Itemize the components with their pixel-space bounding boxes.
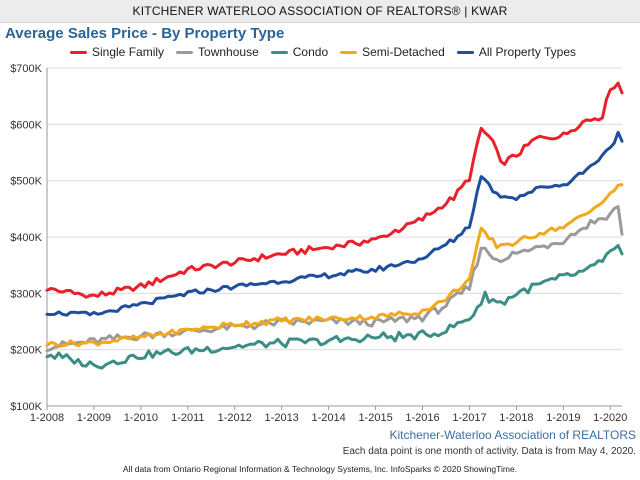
- x-tick-label: 1-2012: [218, 412, 252, 424]
- legend-label: Semi-Detached: [362, 45, 445, 59]
- chart-legend: Single Family Townhouse Condo Semi-Detac…: [70, 45, 588, 59]
- legend-label: Townhouse: [198, 45, 259, 59]
- page-header: KITCHENER WATERLOO ASSOCIATION OF REALTO…: [0, 0, 640, 23]
- y-tick-label: $200K: [10, 345, 42, 357]
- legend-item-single-family[interactable]: Single Family: [70, 45, 164, 59]
- x-tick-label: 1-2016: [405, 412, 439, 424]
- x-tick-label: 1-2014: [311, 412, 345, 424]
- y-tick-label: $600K: [10, 119, 42, 131]
- x-tick-label: 1-2018: [499, 412, 533, 424]
- legend-swatch: [70, 50, 87, 54]
- x-tick-label: 1-2011: [171, 412, 204, 424]
- x-tick-label: 1-2008: [30, 412, 64, 424]
- series-line-condo: [45, 244, 624, 370]
- legend-label: Condo: [292, 45, 329, 59]
- x-tick-label: 1-2009: [77, 412, 111, 424]
- x-tick-label: 1-2017: [452, 412, 486, 424]
- x-tick-label: 1-2010: [124, 412, 158, 424]
- legend-item-townhouse[interactable]: Townhouse: [176, 45, 259, 59]
- legend-item-all-property-types[interactable]: All Property Types: [456, 45, 576, 59]
- x-tick-label: 1-2019: [546, 412, 580, 424]
- legend-item-condo[interactable]: Condo: [270, 45, 329, 59]
- series-line-semi-detached: [45, 183, 624, 348]
- legend-label: Single Family: [92, 45, 165, 59]
- y-tick-label: $700K: [10, 63, 42, 75]
- series-line-all-property-types: [45, 130, 624, 317]
- y-tick-label: $400K: [10, 232, 42, 244]
- legend-label: All Property Types: [478, 45, 576, 59]
- y-tick-label: $100K: [10, 401, 42, 413]
- legend-swatch: [176, 50, 194, 54]
- series-line-single-family: [45, 81, 624, 299]
- legend-swatch: [270, 50, 288, 54]
- y-tick-label: $300K: [10, 288, 42, 300]
- x-tick-label: 1-2013: [265, 412, 299, 424]
- x-tick-label: 1-2020: [593, 412, 627, 424]
- legend-swatch: [456, 50, 474, 54]
- series-line-townhouse: [45, 205, 624, 353]
- data-note: Each data point is one month of activity…: [342, 446, 636, 457]
- chart-title: Average Sales Price - By Property Type: [5, 25, 285, 42]
- footer-credit: All data from Ontario Regional Informati…: [122, 464, 518, 474]
- source-label: Kitchener-Waterloo Association of REALTO…: [389, 428, 636, 442]
- x-tick-label: 1-2015: [358, 412, 392, 424]
- legend-swatch: [340, 50, 358, 54]
- legend-item-semi-detached[interactable]: Semi-Detached: [340, 45, 445, 59]
- y-tick-label: $500K: [10, 176, 42, 188]
